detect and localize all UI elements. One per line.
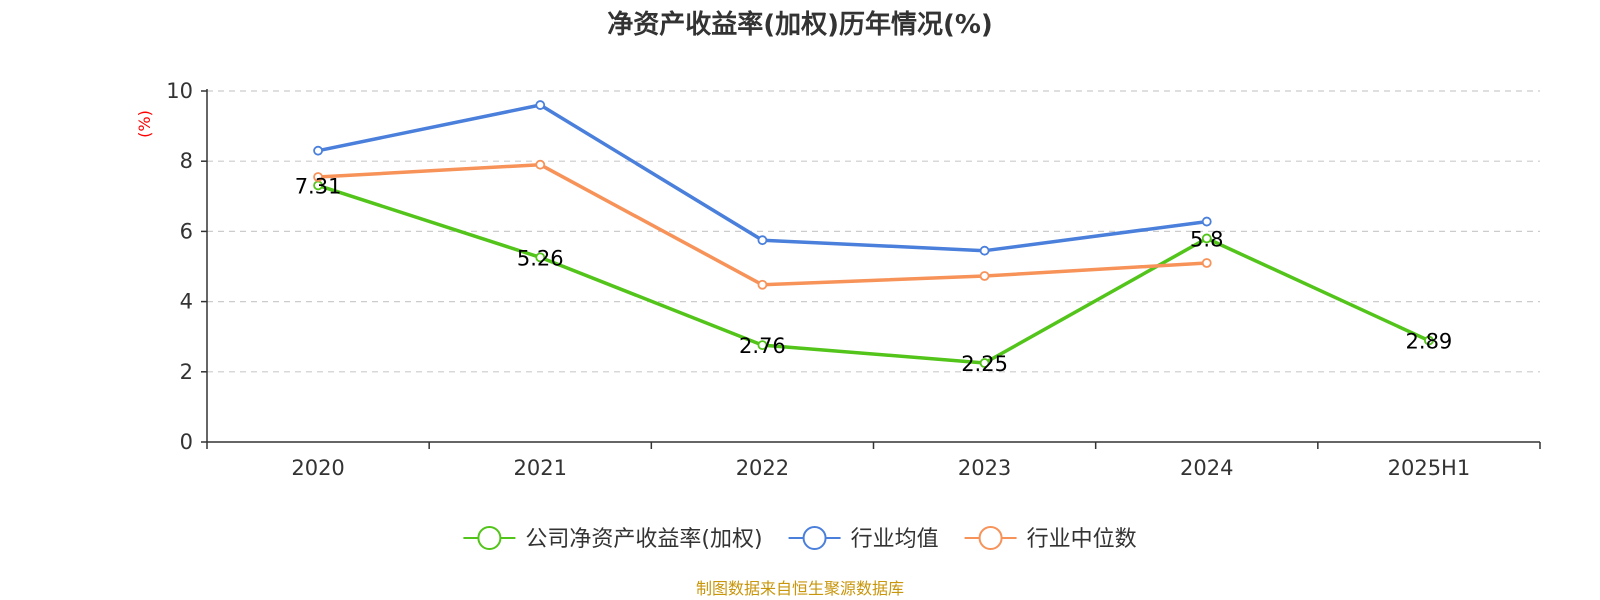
data-point [979,245,990,256]
data-point [535,252,546,263]
data-point [1424,335,1434,346]
data-label: 2.25 [961,352,1008,376]
legend: 公司净资产收益率(加权) 行业均值 行业中位数 [463,526,1137,552]
legend-label: 公司净资产收益率(加权) [525,527,762,552]
data-point [1201,216,1212,227]
x-tick-label: 2023 [958,456,1011,480]
series-group [313,100,1434,368]
y-tick-label: 4 [180,290,193,314]
y-tick-label: 8 [180,149,193,173]
y-tick-label: 0 [180,430,193,454]
legend-label: 行业中位数 [1027,527,1137,552]
y-axis-label: (%) [135,110,154,138]
legend-circle-icon [477,526,502,550]
legend-item-0[interactable]: 公司净资产收益率(加权) [463,526,763,552]
grid-lines [207,90,1540,373]
y-tick-label: 6 [180,219,193,243]
x-tick-label: 2021 [514,456,567,480]
legend-item-1[interactable]: 行业均值 [788,526,939,552]
data-label: 7.31 [295,174,342,198]
data-point [535,159,546,170]
legend-circle-icon [802,526,827,550]
series-line-0 [317,183,1430,365]
source-note: 制图数据来自恒生聚源数据库 [696,579,904,598]
data-point [313,172,323,182]
legend-item-2[interactable]: 行业中位数 [964,526,1137,552]
data-point [1201,233,1212,244]
axes: 0 2 4 6 8 10 2020 2021 2022 2023 2024 2025H1 [166,79,1541,480]
legend-label: 行业均值 [851,527,939,552]
x-tick-label: 2025H1 [1388,456,1471,480]
y-tick-label: 10 [166,79,193,103]
data-labels: 7.31 5.26 2.76 2.25 5.8 2.89 [295,174,1453,376]
x-tick-label: 2022 [736,456,789,480]
data-label: 5.26 [517,246,564,270]
data-label: 2.89 [1406,330,1453,354]
data-point [1201,258,1212,268]
data-point [979,358,990,368]
x-tick-label: 2024 [1180,456,1233,480]
x-tick-label: 2020 [291,456,344,480]
series-line-2 [318,162,1207,287]
data-label: 2.76 [739,334,786,358]
data-point [757,235,768,246]
data-point [979,271,990,281]
data-point [313,145,323,156]
legend-circle-icon [978,526,1003,550]
data-point [757,279,768,290]
data-label: 5.8 [1190,227,1223,251]
data-point [757,340,768,351]
data-point [535,100,546,110]
y-tick-label: 2 [180,360,193,384]
chart-title: 净资产收益率(加权)历年情况(%) [607,9,993,40]
